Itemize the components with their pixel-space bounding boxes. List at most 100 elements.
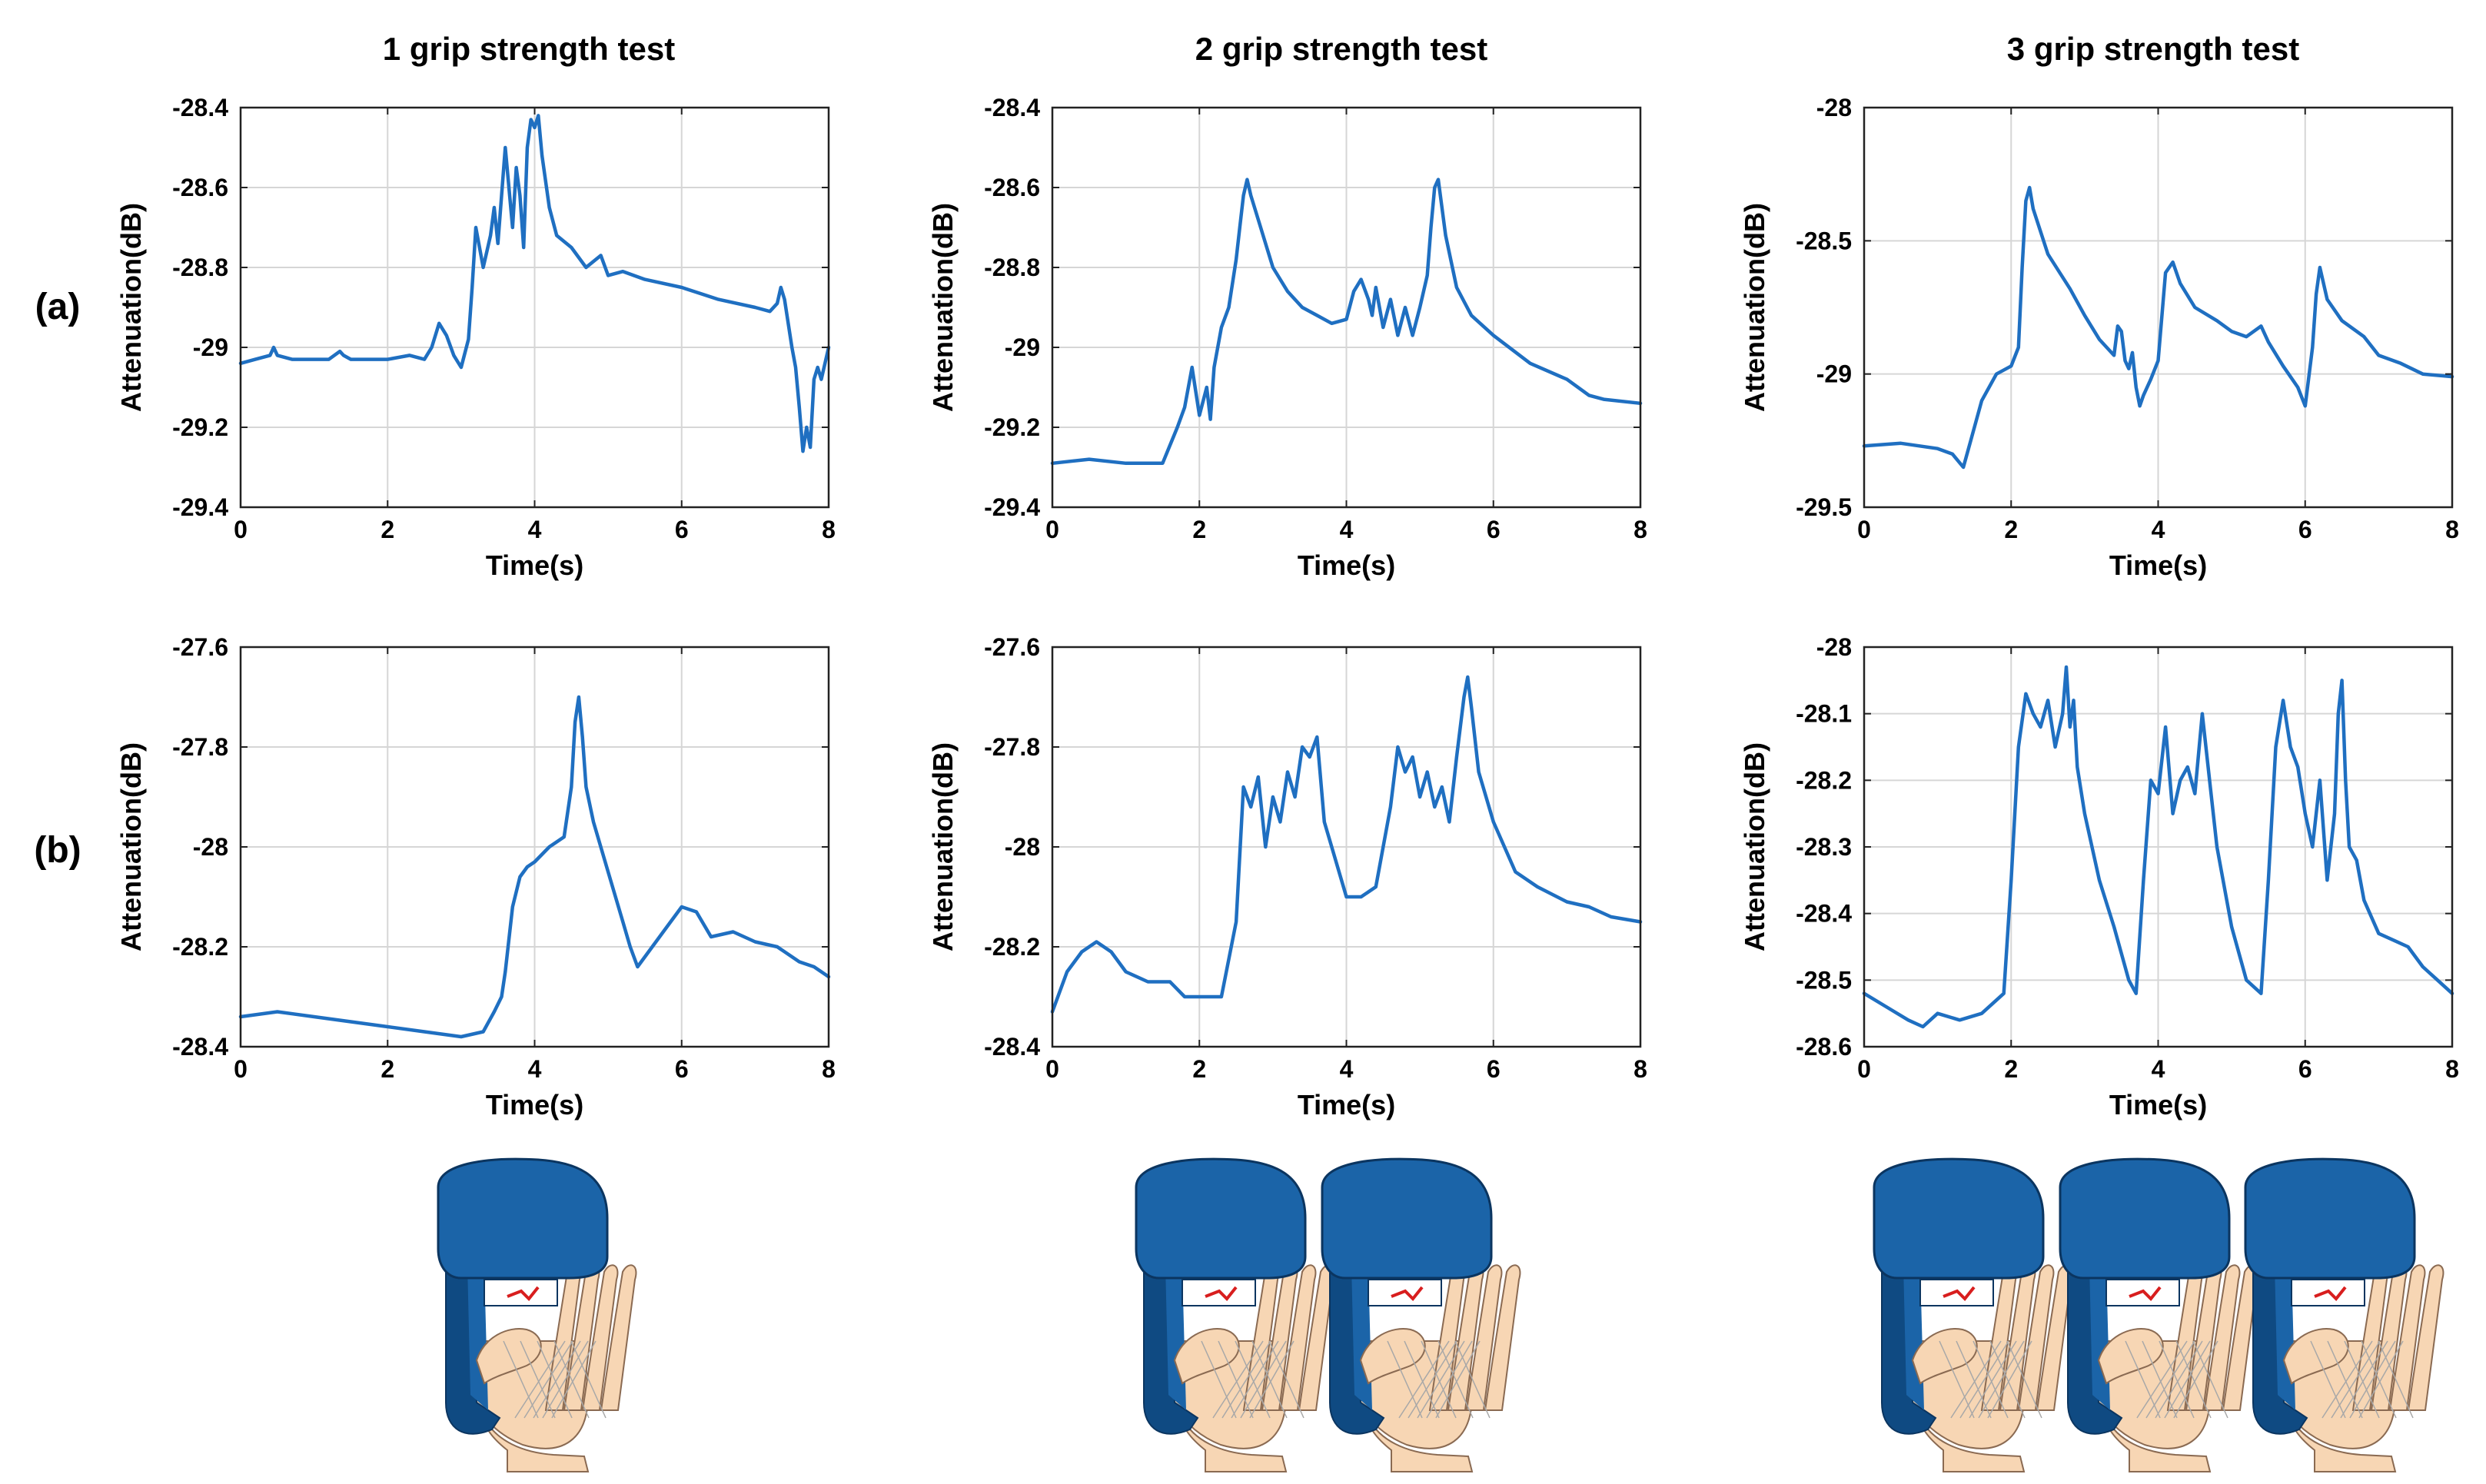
y-tick-label: -29 (193, 334, 228, 361)
glove-fiber-line (2155, 1340, 2203, 1419)
y-axis-label: Attenuation(dB) (115, 742, 147, 951)
x-tick-label: 4 (528, 1055, 542, 1083)
fiber-sensor (507, 1286, 540, 1301)
wrist-shape (1368, 1417, 1474, 1472)
x-axis-label: Time(s) (486, 1089, 583, 1120)
fiber-sensor (1205, 1286, 1238, 1301)
glove-fiber-line (2192, 1340, 2228, 1419)
y-tick-label: -28 (1816, 633, 1852, 661)
y-tick-label: -28.4 (984, 1033, 1040, 1061)
glove-fiber-line (1969, 1340, 2017, 1419)
glove-fiber-line (1404, 1340, 1440, 1419)
glove-fiber-line (1956, 1340, 1992, 1419)
x-axis-label: Time(s) (1298, 1089, 1395, 1120)
glove-fiber-line (1454, 1340, 1491, 1419)
x-tick-label: 6 (675, 1055, 689, 1083)
x-tick-label: 8 (2445, 1055, 2459, 1083)
glove-fiber-line (2173, 1340, 2218, 1419)
glove-fiber-line (2006, 1340, 2042, 1419)
hand-gripping-dynamometer-icon (1321, 1157, 1521, 1472)
x-tick-label: 2 (381, 1055, 394, 1083)
x-axis-label: Time(s) (486, 549, 583, 581)
hand-gripping-dynamometer-icon (437, 1157, 637, 1472)
x-tick-label: 2 (381, 516, 394, 543)
glove-fiber-line (2142, 1340, 2178, 1419)
y-tick-label: -27.8 (984, 733, 1040, 761)
x-tick-label: 2 (1192, 1055, 1206, 1083)
x-tick-label: 8 (2445, 516, 2459, 543)
thumb-shape (475, 1328, 542, 1385)
fiber-sensor (1391, 1286, 1424, 1301)
y-tick-label: -28 (1005, 833, 1040, 861)
hand-gripping-dynamometer-icon (1873, 1157, 2073, 1472)
glove-fiber-line (1235, 1340, 1271, 1419)
x-axis-label: Time(s) (2109, 1089, 2207, 1120)
series-line (1050, 675, 1643, 1014)
glove-fiber-line (2327, 1340, 2363, 1419)
glove-fiber-line (514, 1340, 566, 1419)
glove-fiber-line (1231, 1340, 1279, 1419)
x-tick-label: 0 (1857, 1055, 1871, 1083)
finger-shape (581, 1264, 619, 1411)
x-tick-label: 0 (1045, 1055, 1059, 1083)
glove-fiber-line (2164, 1340, 2211, 1419)
glove-fiber-line (553, 1340, 590, 1419)
device-head (437, 1157, 609, 1280)
glove-fiber-line (2136, 1340, 2188, 1419)
glove-fiber-line (520, 1340, 556, 1419)
x-tick-label: 8 (822, 1055, 836, 1083)
y-tick-label: -28.3 (1796, 833, 1852, 861)
glove-fiber-line (1959, 1340, 2009, 1419)
y-tick-label: -28.4 (984, 94, 1040, 121)
y-tick-label: -28.8 (984, 254, 1040, 281)
glove-fiber-line (2344, 1340, 2380, 1419)
y-tick-label: -28.6 (984, 174, 1040, 201)
y-tick-label: -27.6 (984, 633, 1040, 661)
y-tick-label: -28.8 (172, 254, 228, 281)
fiber-sensor (2129, 1286, 2162, 1301)
y-tick-label: -28.5 (1796, 966, 1852, 994)
column-title-2: 2 grip strength test (1195, 31, 1487, 67)
chart-3: 0 2 4 6 8 -29.5 -29 -28.5 -28 Time(s) Attenuation(… (1739, 94, 2459, 581)
y-tick-label: -28.2 (984, 933, 1040, 961)
y-tick-label: -29.2 (172, 413, 228, 441)
glove-fiber-line (1950, 1340, 2002, 1419)
x-tick-label: 4 (528, 516, 542, 543)
glove-fiber-line (551, 1340, 597, 1419)
y-tick-label: -28 (1816, 94, 1852, 121)
glove-fiber-line (2321, 1340, 2373, 1419)
series-line (1050, 178, 1643, 466)
y-axis-label: Attenuation(dB) (1739, 742, 1770, 951)
y-tick-label: -28.4 (1796, 900, 1852, 928)
hand-gripping-dynamometer-icon (1135, 1157, 1335, 1472)
y-tick-label: -29.5 (1796, 493, 1852, 521)
x-tick-label: 2 (1192, 516, 1206, 543)
x-axis-label: Time(s) (1298, 549, 1395, 581)
glove-fiber-line (1437, 1340, 1474, 1419)
x-tick-label: 6 (675, 516, 689, 543)
illustration-row (437, 1157, 2444, 1472)
glove-fiber-line (2340, 1340, 2388, 1419)
y-tick-label: -29.2 (984, 413, 1040, 441)
x-tick-label: 4 (2152, 516, 2165, 543)
y-tick-label: -28.4 (172, 1033, 228, 1061)
glove-fiber-line (542, 1340, 589, 1419)
device-head (1135, 1157, 1307, 1280)
wrist-shape (2291, 1417, 2397, 1472)
y-tick-label: -28.4 (172, 94, 228, 121)
thumb-shape (2097, 1328, 2164, 1385)
glove-fiber-line (533, 1340, 581, 1419)
finger-shape (1279, 1264, 1317, 1411)
glove-fiber-line (2175, 1340, 2212, 1419)
device-head (2244, 1157, 2416, 1280)
glove-fiber-line (1978, 1340, 2025, 1419)
chart-grid: 0 2 4 6 8 -29.4 -29.2 -29 -28.8 -28.6 -28.4 Time(s)… (115, 94, 2459, 1120)
x-tick-label: 0 (234, 516, 248, 543)
glove-fiber-line (1218, 1340, 1254, 1419)
x-tick-label: 0 (1045, 516, 1059, 543)
x-tick-label: 2 (2004, 1055, 2018, 1083)
wrist-shape (1182, 1417, 1288, 1472)
chart-6: 0 2 4 6 8 -28.6 -28.5 -28.4 -28.3 -28.2 -28.1 -28 Ti… (1739, 633, 2459, 1120)
wrist-shape (2105, 1417, 2212, 1472)
glove-fiber-line (1421, 1340, 1457, 1419)
